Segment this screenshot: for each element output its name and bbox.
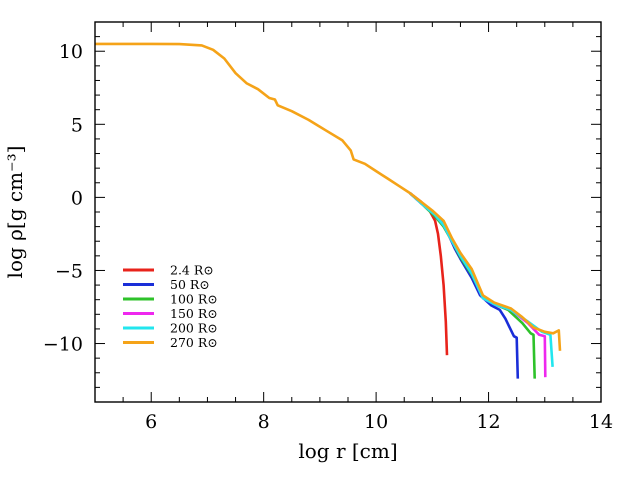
x-tick-label: 12: [476, 411, 500, 433]
x-tick-label: 6: [145, 411, 157, 433]
y-tick-label: 0: [71, 187, 83, 209]
series-line-1: [408, 192, 520, 379]
y-tick-label: −10: [43, 334, 83, 356]
series-line-4: [408, 192, 554, 367]
x-axis-title: log r [cm]: [298, 439, 397, 463]
legend-label-2: 100 R⊙: [170, 292, 218, 307]
legend-label-1: 50 R⊙: [170, 277, 210, 292]
legend-label-5: 270 R⊙: [170, 335, 218, 350]
y-tick-label: −5: [55, 260, 83, 282]
series-line-5: [95, 42, 562, 351]
y-axis-title: log ρ[g cm⁻³]: [3, 146, 27, 279]
legend: 2.4 R⊙50 R⊙100 R⊙150 R⊙200 R⊙270 R⊙: [123, 263, 218, 350]
legend-label-0: 2.4 R⊙: [170, 263, 214, 278]
y-tick-label: 10: [59, 41, 83, 63]
legend-label-3: 150 R⊙: [170, 306, 218, 321]
axis-ticks: [94, 21, 602, 403]
x-tick-label: 10: [364, 411, 388, 433]
x-tick-label: 14: [589, 411, 613, 433]
x-tick-label: 8: [258, 411, 270, 433]
legend-label-4: 200 R⊙: [170, 321, 218, 336]
tick-labels: 6 8 10 12 14 10 5 0 −5 −10: [43, 41, 613, 433]
y-tick-label: 5: [71, 114, 83, 136]
